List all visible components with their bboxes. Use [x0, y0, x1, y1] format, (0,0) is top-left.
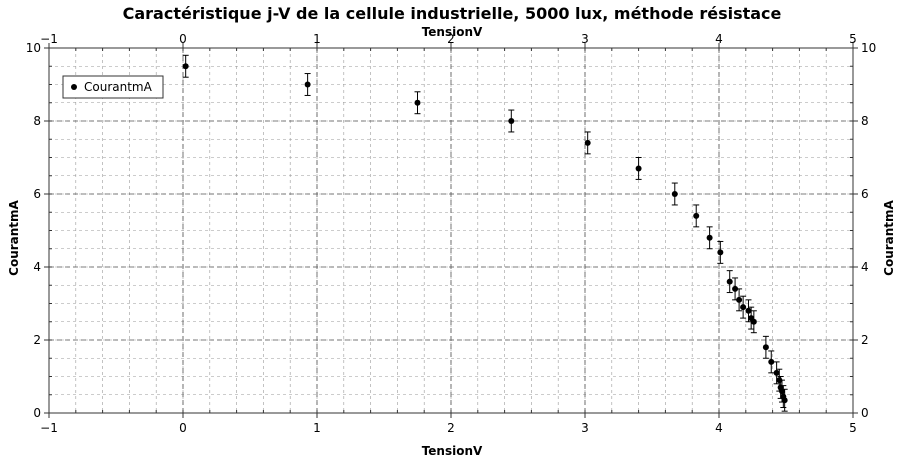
legend-label: CourantmA — [84, 80, 153, 94]
y-tick-label-left: 6 — [33, 187, 41, 201]
y-tick-label-left: 10 — [26, 41, 41, 55]
data-point — [750, 310, 757, 334]
x-tick-label-top: 0 — [179, 32, 187, 46]
legend-marker — [71, 84, 77, 90]
y-tick-label-right: 6 — [861, 187, 869, 201]
axis-ticks — [44, 43, 858, 418]
data-point — [508, 109, 515, 133]
data-point — [717, 240, 724, 264]
data-point — [781, 388, 788, 412]
data-marker — [781, 397, 788, 404]
grid — [48, 47, 854, 414]
y-tick-label-left: 2 — [33, 333, 41, 347]
data-marker — [768, 358, 775, 365]
y-tick-label-right: 2 — [861, 333, 869, 347]
data-point — [736, 288, 743, 312]
data-points — [182, 54, 788, 412]
y-tick-label-right: 0 — [861, 406, 869, 420]
data-point — [768, 350, 775, 374]
x-tick-label-top: 5 — [849, 32, 857, 46]
legend-box — [62, 75, 164, 99]
x-tick-label-bottom: −1 — [40, 421, 58, 435]
data-marker — [726, 278, 733, 285]
x-tick-label-bottom: 2 — [447, 421, 455, 435]
y-tick-label-left: 4 — [33, 260, 41, 274]
y-tick-label-right: 4 — [861, 260, 869, 274]
data-marker — [182, 63, 189, 70]
x-tick-label-top: 2 — [447, 32, 455, 46]
data-point — [414, 91, 421, 115]
data-marker — [304, 81, 311, 88]
y-tick-label-left: 0 — [33, 406, 41, 420]
x-tick-label-top: 1 — [313, 32, 321, 46]
data-marker — [508, 118, 515, 124]
data-point — [635, 157, 642, 180]
data-marker — [740, 304, 747, 311]
data-marker — [584, 139, 591, 146]
y-axis-label-left: CourantmA — [7, 199, 21, 275]
data-point — [762, 335, 769, 359]
data-marker — [671, 191, 678, 197]
data-point — [706, 226, 713, 250]
data-point — [732, 277, 739, 301]
y-tick-label-left: 8 — [33, 114, 41, 128]
data-marker — [706, 234, 713, 241]
data-point — [584, 131, 591, 155]
data-marker — [762, 344, 769, 351]
data-marker — [750, 318, 757, 325]
data-marker — [717, 249, 724, 256]
y-tick-label-right: 8 — [861, 114, 869, 128]
x-tick-label-bottom: 4 — [715, 421, 723, 435]
x-axis-label-top: TensionV — [422, 25, 483, 39]
x-tick-label-top: 4 — [715, 32, 723, 46]
data-marker — [745, 307, 752, 314]
x-tick-label-bottom: 5 — [849, 421, 857, 435]
data-marker — [736, 296, 743, 303]
x-axis-label-bottom: TensionV — [422, 444, 483, 458]
data-marker — [773, 369, 780, 376]
data-marker — [414, 99, 421, 106]
x-tick-label-bottom: 1 — [313, 421, 321, 435]
data-point — [740, 295, 747, 319]
data-marker — [635, 165, 642, 172]
chart-title: Caractéristique j-V de la cellule indust… — [123, 4, 782, 23]
data-point — [726, 270, 733, 294]
y-tick-label-right: 10 — [861, 41, 876, 55]
x-tick-label-top: 3 — [581, 32, 589, 46]
data-point — [693, 204, 700, 228]
data-point — [182, 54, 189, 78]
x-tick-label-bottom: 3 — [581, 421, 589, 435]
data-marker — [732, 285, 739, 292]
y-axis-label-right: CourantmA — [882, 199, 896, 275]
x-tick-label-bottom: 0 — [179, 421, 187, 435]
x-tick-label-top: −1 — [40, 32, 58, 46]
data-marker — [693, 212, 700, 219]
data-point — [304, 73, 311, 96]
data-point — [671, 182, 678, 206]
legend: CourantmA — [62, 75, 164, 99]
